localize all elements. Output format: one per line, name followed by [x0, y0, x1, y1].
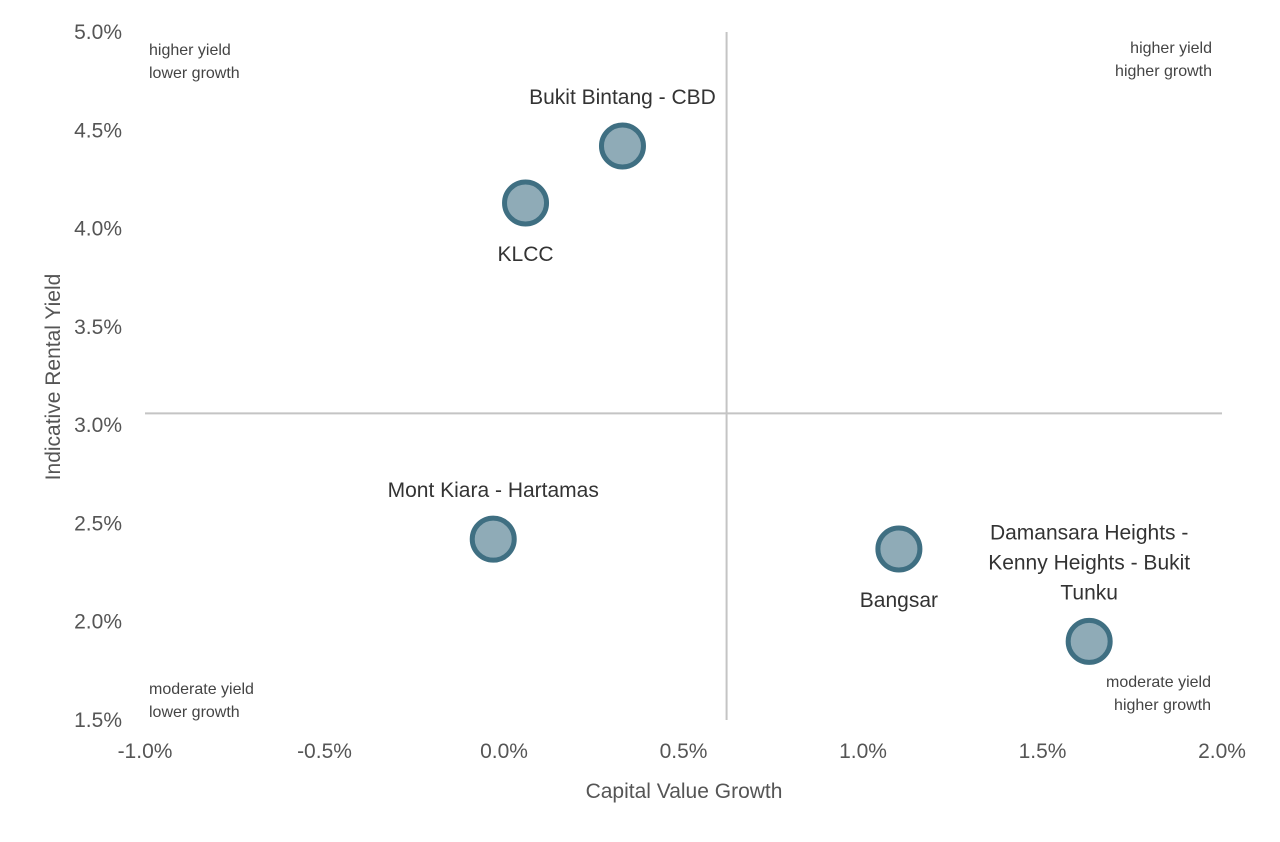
y-tick-label: 2.5%: [74, 512, 122, 535]
x-tick-label: 2.0%: [1198, 740, 1246, 763]
y-tick-label: 3.0%: [74, 414, 122, 437]
point-label: Bangsar: [860, 589, 938, 612]
y-tick-label: 4.0%: [74, 218, 122, 241]
x-tick-label: 0.0%: [480, 740, 528, 763]
quadrant-dividers: [145, 32, 1222, 720]
quadrant-label-bottom-right: moderate yield higher growth: [1106, 674, 1211, 714]
y-tick-label: 1.5%: [74, 709, 122, 732]
point-label: KLCC: [498, 243, 554, 266]
point-label: Bukit Bintang - CBD: [529, 86, 716, 109]
y-tick-label: 3.5%: [74, 316, 122, 339]
x-axis-ticks: -1.0% -0.5% 0.0% 0.5% 1.0% 1.5% 2.0%: [118, 740, 1246, 763]
data-point: [1065, 617, 1113, 665]
x-tick-label: 0.5%: [660, 740, 708, 763]
x-tick-label: 1.5%: [1019, 740, 1067, 763]
data-points: [469, 122, 1113, 665]
x-tick-label: -1.0%: [118, 740, 173, 763]
y-tick-label: 5.0%: [74, 21, 122, 44]
x-axis-title: Capital Value Growth: [586, 780, 783, 803]
point-label: Damansara Heights -Kenny Heights - Bukit…: [988, 521, 1190, 604]
y-tick-label: 4.5%: [74, 119, 122, 142]
point-labels: Bukit Bintang - CBD KLCC Mont Kiara - Hart…: [388, 86, 1191, 612]
quadrant-label-top-right: higher yield higher growth: [1115, 40, 1212, 80]
quadrant-labels: higher yield lower growth higher yield high…: [149, 40, 1212, 721]
point-label: Mont Kiara - Hartamas: [388, 479, 599, 502]
x-tick-label: 1.0%: [839, 740, 887, 763]
data-point: [875, 525, 923, 573]
data-point: [469, 515, 517, 563]
data-point: [502, 179, 550, 227]
y-tick-label: 2.0%: [74, 611, 122, 634]
y-axis-ticks: 5.0% 4.5% 4.0% 3.5% 3.0% 2.5% 2.0% 1.5%: [74, 21, 122, 732]
quadrant-label-bottom-left: moderate yield lower growth: [149, 681, 254, 721]
quadrant-label-top-left: higher yield lower growth: [149, 42, 240, 82]
data-point: [598, 122, 646, 170]
x-tick-label: -0.5%: [297, 740, 352, 763]
y-axis-title: Indicative Rental Yield: [42, 274, 65, 481]
